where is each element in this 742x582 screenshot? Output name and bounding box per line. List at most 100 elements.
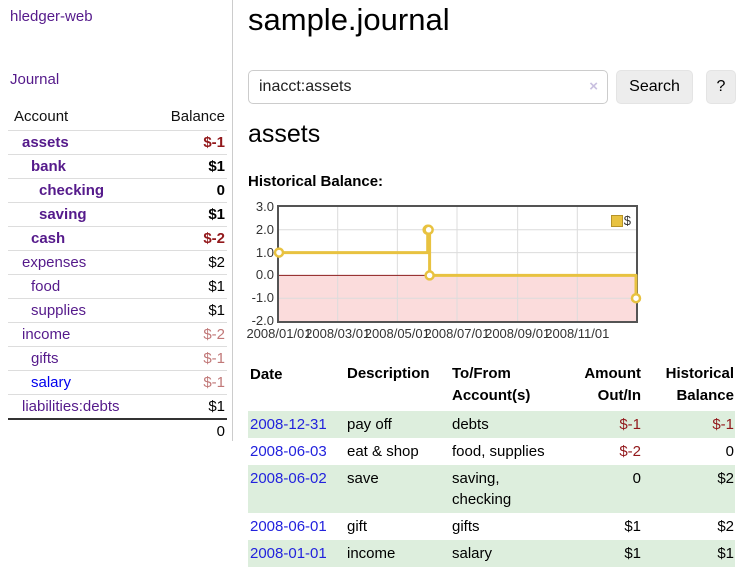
account-balance: $2 [148,250,227,275]
y-tick-label: 2.0 [255,221,274,237]
account-balance: $1 [148,202,227,227]
transaction-amount: $-2 [619,443,641,460]
account-link-checking[interactable]: checking [39,182,105,199]
legend-label: $ [623,213,631,228]
transaction-accounts: saving, checking [452,470,512,508]
account-link-assets[interactable]: assets [22,134,69,151]
transaction-date-link[interactable]: 2008-01-01 [250,545,327,562]
legend-swatch [610,214,623,227]
transaction-date-link[interactable]: 2008-06-01 [250,518,327,535]
transaction-accounts: debts [452,416,489,433]
account-row: supplies $1 [8,298,227,323]
x-tick-label: 2008/09/01 [485,326,551,341]
account-link-salary[interactable]: salary [31,374,72,391]
transaction-date-link[interactable]: 2008-06-02 [250,470,327,487]
x-tick-label: 2008/07/01 [424,326,490,341]
transaction-description: eat & shop [347,443,419,460]
main-content: sample.journal × Search ? assets Histori… [246,0,736,582]
account-row: saving $1 [8,202,227,227]
transaction-date-link[interactable]: 2008-06-03 [250,443,327,460]
chart-heading: Historical Balance: [248,173,384,190]
chart-plot-area: $ [273,205,642,323]
chart-legend: $ [610,213,631,228]
account-balance: $1 [148,274,227,299]
transaction-amount: $1 [624,518,641,535]
y-tick-label: -2.0 [251,313,274,328]
register-row: 2008-06-03 eat & shop food, supplies $-2… [248,438,735,465]
account-row: liabilities:debts $1 [8,394,227,420]
account-link-saving[interactable]: saving [39,206,87,223]
search-input[interactable] [248,70,608,104]
register-row: 2008-06-01 gift gifts $1 $2 [248,513,735,540]
account-link-liabilities-debts[interactable]: liabilities:debts [22,398,120,415]
account-balance: $1 [148,154,227,179]
accounts-total-row: 0 [8,418,227,443]
account-link-expenses[interactable]: expenses [22,254,87,271]
transaction-balance: $2 [717,470,734,487]
register-header-date[interactable]: Date [250,366,283,383]
account-row: salary $-1 [8,370,227,395]
register-table: Date Description To/From Account(s) Amou… [248,361,735,567]
account-row: food $1 [8,274,227,299]
account-balance: $-2 [148,226,227,251]
account-link-income[interactable]: income [22,326,71,343]
transaction-amount: 0 [632,470,641,487]
account-link-gifts[interactable]: gifts [31,350,59,367]
account-link-supplies[interactable]: supplies [31,302,87,319]
register-header-balance: Historical Balance [665,365,734,404]
account-balance: $-1 [148,346,227,371]
transaction-balance: 0 [725,443,734,460]
x-tick-label: 2008/01/01 [246,326,312,341]
register-row: 2008-01-01 income salary $1 $1 [248,540,735,567]
accounts-header-balance: Balance [148,106,227,131]
clear-search-icon[interactable]: × [589,78,598,95]
help-button[interactable]: ? [706,70,736,104]
register-row: 2008-06-02 save saving, checking 0 $2 [248,465,735,513]
y-tick-label: 3.0 [255,199,274,214]
transaction-description: income [347,545,396,562]
x-tick-label: 2008/03/01 [305,326,371,341]
transaction-amount: $-1 [619,416,641,433]
register-header-accounts: To/From Account(s) [452,365,531,404]
app-title-link[interactable]: hledger-web [10,8,93,25]
register-row: 2008-12-31 pay off debts $-1 $-1 [248,411,735,438]
chart-svg [273,207,642,321]
account-balance: $-1 [148,130,227,155]
transaction-description: save [347,470,379,487]
transaction-accounts: food, supplies [452,443,545,460]
search-button[interactable]: Search [616,70,693,104]
accounts-header-account: Account [8,106,149,131]
account-row: assets $-1 [8,130,227,155]
historical-balance-chart: 3.0 2.0 1.0 0.0 -1.0 -2.0 $ 2008/01/01 2008/03… [246,199,735,347]
search-form: × Search ? [248,70,736,104]
register-header-amount: Amount Out/In [584,365,641,404]
y-tick-label: 0.0 [255,267,274,283]
y-tick-label: 1.0 [255,244,274,260]
transaction-description: gift [347,518,368,535]
sidebar-item-journal[interactable]: Journal [10,71,60,88]
account-row: checking 0 [8,178,227,203]
accounts-table: Account Balance assets $-1 bank $1 check… [8,106,227,443]
page-title: sample.journal [248,2,450,37]
sidebar: hledger-web Journal Account Balance asse… [0,0,233,443]
account-row: gifts $-1 [8,346,227,371]
accounts-total-balance: 0 [148,418,227,443]
y-tick-label: -1.0 [251,290,274,306]
account-link-bank[interactable]: bank [31,158,67,175]
transaction-balance: $-1 [712,416,734,433]
transaction-description: pay off [347,416,392,433]
account-balance: $1 [148,298,227,323]
x-tick-label: 2008/11/01 [545,326,610,341]
account-row: income $-2 [8,322,227,347]
register-header-description: Description [347,365,430,382]
account-link-cash[interactable]: cash [31,230,66,247]
account-balance: $-1 [148,370,227,395]
transaction-accounts: salary [452,545,493,562]
account-row: cash $-2 [8,226,227,251]
account-balance: $-2 [148,322,227,347]
transaction-balance: $1 [717,545,734,562]
transaction-amount: $1 [624,545,641,562]
account-link-food[interactable]: food [31,278,61,295]
transaction-date-link[interactable]: 2008-12-31 [250,416,327,433]
account-heading: assets [248,120,321,148]
